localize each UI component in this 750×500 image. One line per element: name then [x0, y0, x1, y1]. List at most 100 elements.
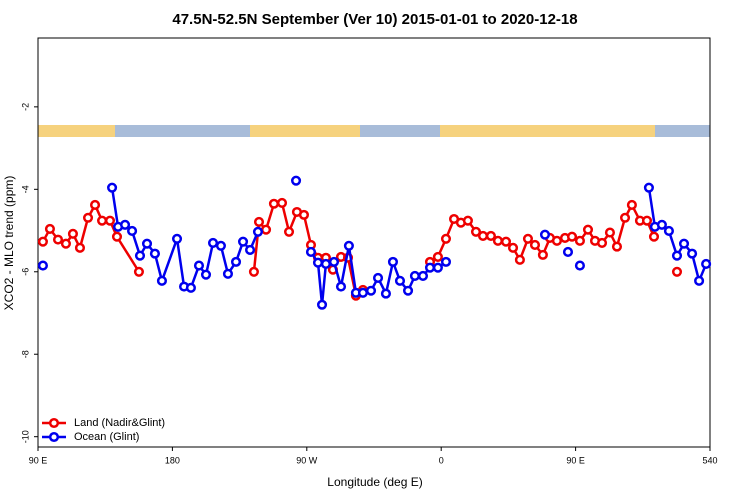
data-point: [44, 223, 55, 234]
y-tick-label: -8: [20, 350, 30, 358]
data-point: [171, 233, 183, 244]
data-point: [185, 282, 196, 293]
y-tick-label: -6: [20, 268, 30, 276]
data-point: [432, 251, 443, 262]
x-tick-label: 540: [702, 455, 717, 465]
data-point: [394, 275, 406, 286]
data-point: [402, 285, 414, 296]
data-point: [641, 215, 653, 226]
data-point: [89, 199, 101, 211]
data-point: [74, 242, 86, 253]
data-point: [462, 215, 473, 226]
data-point: [107, 182, 118, 193]
legend-marker: [48, 417, 60, 429]
data-point: [312, 257, 324, 268]
data-point: [678, 238, 690, 249]
x-tick-label: 0: [439, 455, 444, 465]
data-point: [193, 260, 205, 271]
data-point: [276, 197, 288, 208]
data-point: [82, 212, 94, 223]
data-point: [582, 224, 594, 235]
data-point: [97, 215, 108, 226]
data-point: [149, 248, 160, 259]
data-point: [611, 241, 623, 252]
y-axis-label: XCO2 - MLO trend (ppm): [2, 176, 16, 311]
x-tick-label: 90 E: [566, 455, 585, 465]
x-tick-label: 90 E: [29, 455, 48, 465]
legend-marker: [48, 431, 60, 443]
x-tick-label: 90 W: [296, 455, 318, 465]
data-point: [387, 256, 399, 267]
data-point: [671, 250, 683, 261]
data-point: [253, 216, 265, 227]
data-point: [372, 272, 384, 284]
data-point: [111, 231, 123, 242]
data-point: [529, 239, 541, 251]
data-point: [470, 226, 482, 237]
data-point: [260, 224, 272, 235]
data-point: [477, 230, 489, 241]
data-point: [290, 175, 302, 186]
data-point: [643, 182, 654, 193]
data-point: [687, 248, 698, 259]
data-point: [562, 246, 574, 258]
plot-frame: [37, 37, 711, 448]
data-point: [52, 234, 64, 245]
data-point: [537, 249, 548, 260]
data-point: [343, 240, 354, 251]
y-tick-label: -4: [20, 185, 30, 193]
data-point: [60, 238, 71, 249]
data-point: [663, 225, 674, 237]
data-point: [141, 238, 153, 249]
data-point: [619, 212, 631, 223]
data-point: [215, 240, 226, 251]
data-point: [648, 231, 660, 242]
data-point: [335, 281, 347, 292]
data-point: [574, 260, 585, 271]
data-point: [37, 260, 48, 271]
data-point: [127, 225, 138, 237]
data-point: [320, 258, 331, 269]
data-point: [133, 266, 144, 277]
x-axis-label: Longitude (deg E): [327, 475, 422, 489]
data-point: [514, 254, 525, 265]
data-point: [67, 228, 78, 239]
data-point: [694, 275, 705, 286]
data-point: [120, 219, 131, 230]
data-point: [252, 226, 264, 237]
legend-label: Ocean (Glint): [74, 431, 139, 443]
data-point: [551, 235, 562, 246]
data-point: [305, 246, 317, 258]
data-point: [298, 209, 310, 220]
data-point: [507, 242, 519, 253]
data-point: [522, 233, 534, 244]
data-point: [248, 266, 259, 277]
data-point: [500, 236, 512, 247]
data-point: [207, 237, 219, 248]
data-point: [492, 235, 503, 246]
legend-label: Land (Nadir&Glint): [74, 417, 165, 429]
data-point: [37, 236, 48, 247]
data-point: [357, 287, 368, 298]
data-point: [104, 215, 116, 226]
data-point: [417, 270, 429, 281]
data-point: [200, 269, 212, 280]
data-point: [237, 236, 249, 247]
data-point: [230, 256, 242, 267]
x-tick-label: 180: [165, 455, 180, 465]
data-point: [424, 262, 436, 273]
data-point: [365, 285, 377, 296]
data-point: [432, 262, 443, 273]
data-point: [222, 268, 234, 279]
data-point: [380, 288, 391, 299]
data-point: [156, 275, 167, 286]
y-tick-label: -10: [20, 430, 30, 443]
data-point: [328, 256, 340, 267]
data-point: [409, 270, 420, 281]
data-point: [440, 233, 452, 244]
data-point: [656, 219, 667, 230]
data-point: [596, 237, 608, 248]
data-point: [539, 229, 551, 240]
data-point: [283, 226, 295, 237]
